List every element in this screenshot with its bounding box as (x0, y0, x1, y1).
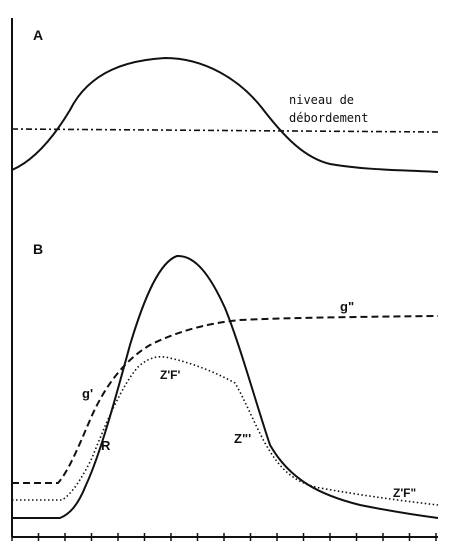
label-r: R (101, 438, 111, 453)
overflow-level-label-line2: débordement (289, 111, 368, 125)
label-zf-double-prime: Z'F" (393, 486, 416, 500)
label-g-prime: g' (82, 386, 93, 401)
panel-a-label: A (33, 27, 43, 43)
label-g-double-prime: g" (340, 299, 354, 314)
panel-b-dotted-curve (12, 355, 439, 506)
overflow-level-label-line1: niveau de (289, 93, 354, 107)
overflow-level-line (11, 128, 439, 133)
axis-ticks (11, 533, 437, 541)
label-z-triple-prime: Z"' (234, 431, 251, 446)
label-zf-prime: Z'F' (160, 368, 181, 382)
panel-b-label: B (33, 241, 43, 257)
panel-a-flood-curve (11, 56, 439, 173)
panel-b-solid-curve (12, 254, 439, 519)
